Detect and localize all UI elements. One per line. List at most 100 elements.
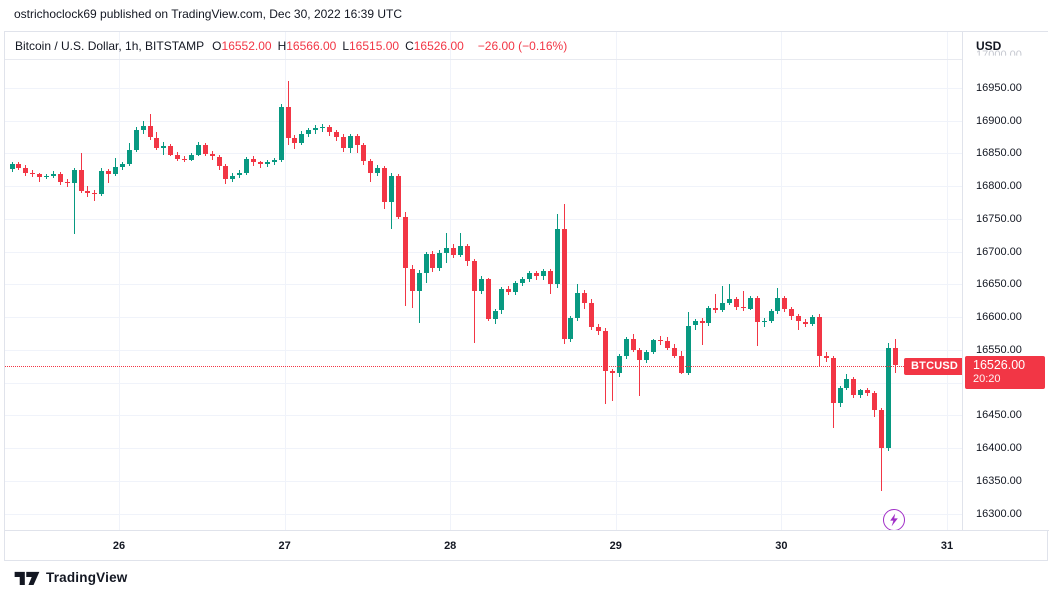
candle-body	[878, 410, 884, 448]
candle-body	[175, 154, 181, 160]
candle-body	[596, 326, 601, 331]
candle-body	[761, 320, 767, 323]
tradingview-mark-icon	[14, 571, 40, 585]
candle-wick	[108, 169, 110, 183]
candle-body	[851, 379, 857, 395]
candle-body	[671, 347, 677, 356]
h-gridline	[5, 448, 962, 449]
candle-body	[195, 145, 201, 155]
candle-body	[347, 136, 353, 148]
candle-body	[113, 167, 118, 175]
price-tick: 16300.00	[976, 507, 1022, 520]
candle-body	[285, 107, 291, 139]
time-axis[interactable]: 26 27 28 29 30 31	[5, 530, 1049, 561]
candle-body	[823, 356, 829, 358]
chart-plot-area[interactable]: BTCUSD Bitcoin / U.S. Dollar, 1h, BITSTA…	[5, 32, 962, 530]
flash-idea-button[interactable]	[883, 509, 906, 530]
candle-body	[844, 379, 850, 388]
candle-body	[16, 164, 22, 168]
candle-body	[92, 192, 98, 194]
candle-body	[278, 107, 284, 160]
price-tick: 16400.00	[976, 442, 1022, 454]
candle-body	[423, 253, 429, 273]
candle-body	[540, 271, 546, 277]
candle-body	[713, 307, 719, 311]
candle-wick	[259, 160, 261, 169]
candle-body	[727, 299, 733, 303]
candle-body	[37, 174, 43, 177]
h-gridline	[5, 382, 962, 384]
candle-body	[99, 170, 105, 194]
candle-body	[340, 136, 346, 148]
candle-body	[257, 162, 263, 165]
currency-label: USD	[976, 39, 1002, 53]
candle-body	[734, 299, 739, 308]
candle-body	[430, 253, 436, 268]
price-tick: 16800.00	[976, 180, 1022, 192]
candle-body	[464, 246, 470, 262]
candle-body	[789, 309, 795, 317]
price-tick: 16600.00	[976, 311, 1022, 323]
price-axis[interactable]: USD 17000.00 16950.00 16900.00 16850.00 1680…	[962, 32, 1048, 530]
candle-body	[575, 292, 581, 319]
candle-body	[395, 175, 401, 218]
candle-body	[665, 341, 670, 348]
tradingview-logo-text: TradingView	[46, 569, 128, 585]
candle-body	[368, 161, 374, 173]
candle-body	[527, 272, 532, 280]
h-gridline	[5, 480, 962, 482]
candle-body	[230, 175, 236, 180]
candle-wick	[94, 189, 96, 201]
candle-body	[71, 170, 77, 184]
price-tick: 16450.00	[976, 409, 1022, 422]
tradingview-logo[interactable]: TradingView	[14, 569, 127, 585]
time-tick-31: 31	[940, 540, 954, 552]
candle-body	[251, 158, 256, 163]
time-tick-30: 30	[775, 540, 788, 552]
price-tick: 16750.00	[976, 212, 1022, 225]
candle-body	[140, 125, 146, 130]
h-gridline	[5, 317, 962, 318]
candle-body	[209, 153, 215, 157]
candle-body	[492, 310, 498, 319]
candle-body	[830, 357, 836, 403]
candle-body	[161, 146, 167, 148]
last-price-value: 16526.00	[973, 357, 1026, 372]
candle-wick	[722, 286, 724, 313]
candle-body	[740, 307, 746, 309]
candle-body	[782, 298, 788, 310]
candle-wick	[163, 141, 165, 156]
h-gridline	[5, 513, 962, 515]
candle-body	[699, 320, 705, 324]
h-gridline	[5, 251, 962, 253]
candle-body	[678, 355, 684, 373]
candle-body	[188, 154, 194, 160]
candle-body	[326, 127, 332, 133]
chart-legend: Bitcoin / U.S. Dollar, 1h, BITSTAMP O165…	[15, 32, 567, 59]
candle-body	[23, 167, 29, 173]
candle-body	[865, 390, 871, 393]
candle-body	[582, 292, 588, 303]
symbol-price-tag: BTCUSD	[904, 357, 962, 375]
price-tick: 16950.00	[976, 81, 1022, 94]
candle-body	[313, 128, 319, 131]
candle-body	[437, 252, 443, 268]
candle-body	[568, 318, 574, 340]
candle-body	[154, 137, 160, 148]
candle-body	[292, 138, 298, 143]
candle-body	[706, 307, 712, 324]
v-gridline	[284, 32, 286, 530]
candle-body	[409, 268, 415, 291]
v-gridline	[119, 32, 120, 530]
candle-body	[382, 167, 388, 202]
v-gridline	[947, 32, 948, 530]
h-gridline	[5, 218, 962, 220]
candle-body	[630, 339, 636, 350]
candle-body	[623, 339, 629, 357]
h-gridline	[5, 415, 962, 417]
chart-widget: BTCUSD Bitcoin / U.S. Dollar, 1h, BITSTA…	[4, 31, 1049, 561]
candle-body	[333, 132, 339, 137]
candle-wick	[473, 259, 475, 343]
h-gridline	[5, 186, 962, 187]
candle-wick	[639, 347, 641, 396]
